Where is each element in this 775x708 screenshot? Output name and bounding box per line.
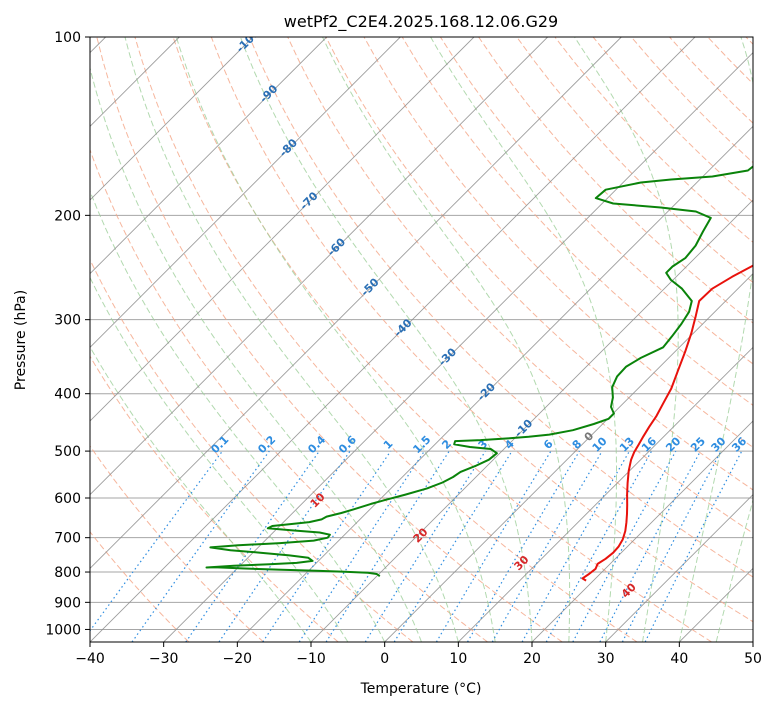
dewpoint-line: [205, 165, 753, 578]
mixing-ratio-line: [218, 450, 351, 642]
dry-adiabat: [325, 37, 753, 491]
y-tick-label: 600: [54, 491, 81, 507]
dry-adiabat: [249, 37, 753, 578]
y-tick-label: 1000: [45, 622, 81, 638]
plot-frame: [89, 36, 754, 643]
mixing-ratio-line: [364, 450, 486, 642]
mixing-ratio-line: [325, 450, 450, 642]
isotherm: [90, 37, 327, 275]
isotherm: [458, 346, 753, 642]
moist-adiabat: [124, 37, 459, 642]
dry-adiabat: [439, 37, 753, 365]
moist-adiabat: [175, 37, 496, 642]
isotherm: [90, 37, 475, 422]
chart-title: wetPf2_C2E4.2025.168.12.06.G29: [284, 12, 558, 32]
x-tick-label: 40: [670, 651, 688, 667]
mixing-ratio-line: [185, 450, 320, 642]
y-tick-label: 300: [54, 313, 81, 329]
y-tick-label: 800: [54, 565, 81, 581]
dry-adiabat: [90, 531, 190, 642]
x-axis-title: Temperature (°C): [360, 681, 482, 697]
x-tick-label: −10: [296, 651, 326, 667]
dry-adiabat: [90, 148, 488, 642]
moist-adiabat: [90, 345, 312, 642]
dry-adiabat: [210, 37, 753, 623]
x-tick-label: 30: [597, 651, 615, 667]
y-tick-label: 100: [54, 30, 81, 46]
mixing-ratio-line: [262, 450, 392, 642]
moist-adiabat: [430, 37, 617, 642]
moist-adiabat: [678, 37, 753, 642]
moist-adiabat: [239, 37, 533, 642]
pressure-gridlines: [90, 37, 753, 630]
y-axis: 1000 900 800 700 600 500 400 300 200 100: [45, 30, 90, 638]
y-tick-label: 900: [54, 595, 81, 611]
isotherm: [605, 494, 753, 642]
dry-adiabat: [96, 37, 563, 642]
isotherm: [237, 125, 753, 642]
mixing-ratio-line: [298, 450, 425, 642]
y-tick-label: 400: [54, 387, 81, 403]
isotherm: [90, 37, 254, 201]
moist-adiabats: [90, 37, 753, 642]
mixing-ratio-line: [393, 450, 513, 642]
moist-adiabat: [574, 37, 679, 642]
mixing-ratio-lines: [90, 450, 743, 642]
x-axis: −40 −30 −20 −10 0 10 20 30 40 50: [75, 642, 762, 667]
dry-adiabat: [401, 37, 753, 406]
isotherm: [90, 37, 401, 348]
mixing-ratio-line: [572, 450, 677, 642]
profile-series: [205, 165, 753, 582]
isotherm: [384, 273, 753, 642]
dry-adiabat: [516, 37, 753, 284]
moist-adiabat: [90, 276, 349, 642]
isotherms: [90, 37, 753, 642]
y-tick-label: 200: [54, 208, 81, 224]
x-tick-label: −30: [149, 651, 179, 667]
isotherm: [90, 37, 696, 642]
isotherm: [90, 37, 548, 496]
y-axis-title: Pressure (hPa): [13, 290, 29, 390]
isotherm: [163, 52, 753, 642]
x-tick-label: 0: [380, 651, 389, 667]
isotherm: [531, 420, 753, 642]
isotherm: [90, 37, 622, 569]
dry-adiabat: [90, 445, 264, 642]
dry-adiabat: [90, 258, 414, 642]
dry-adiabat: [134, 37, 638, 642]
x-tick-label: 10: [449, 651, 467, 667]
x-tick-label: 20: [523, 651, 541, 667]
x-tick-label: 50: [744, 651, 762, 667]
x-tick-label: −40: [75, 651, 105, 667]
isotherm: [310, 199, 753, 642]
x-tick-label: −20: [223, 651, 253, 667]
y-tick-label: 700: [54, 531, 81, 547]
mixing-ratio-line: [466, 450, 580, 642]
moist-adiabat: [90, 189, 386, 642]
mixing-ratio-line: [435, 450, 552, 642]
moist-adiabat: [90, 65, 422, 642]
moist-adiabat: [322, 37, 571, 642]
y-tick-label: 500: [54, 444, 81, 460]
temperature-line: [581, 264, 753, 582]
mixing-ratio-line: [599, 450, 702, 642]
